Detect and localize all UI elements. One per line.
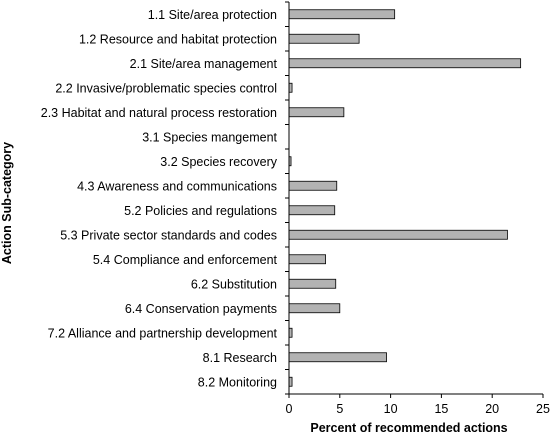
category-label: 1.2 Resource and habitat protection (79, 32, 277, 46)
bar-9-5-2-policies-and-regulations (288, 205, 336, 216)
x-tick-label: 25 (536, 402, 550, 416)
x-tick-label: 15 (434, 402, 448, 416)
category-label: 2.3 Habitat and natural process restorat… (41, 106, 277, 120)
category-label: 5.2 Policies and regulations (124, 204, 277, 218)
bar-2-1-2-resource-and-habitat-protection (288, 33, 360, 44)
category-label: 6.2 Substitution (191, 277, 277, 291)
category-label: 1.1 Site/area protection (148, 8, 277, 22)
x-axis-ticks: 0 5 10 15 20 25 (286, 394, 550, 416)
bars-group (288, 9, 522, 387)
x-tick-label: 0 (286, 402, 293, 416)
y-axis-title: Action Sub-category (0, 142, 14, 264)
category-label: 8.1 Research (203, 351, 277, 365)
category-label: 4.3 Awareness and communications (77, 179, 277, 193)
category-label: 2.1 Site/area management (130, 57, 278, 71)
category-label: 5.4 Compliance and enforcement (93, 253, 278, 267)
bar-15-8-1-research (288, 352, 387, 363)
category-label: 5.3 Private sector standards and codes (60, 228, 277, 242)
x-tick-label: 20 (485, 402, 499, 416)
bar-3-2-1-site-area-management (288, 58, 522, 69)
category-label: 3.2 Species recovery (160, 155, 277, 169)
bar-11-5-4-compliance-and-enforcement (288, 254, 326, 265)
bar-10-5-3-private-sector-standards-and-codes (288, 229, 508, 240)
category-label: 6.4 Conservation payments (125, 302, 277, 316)
x-tick-label: 5 (336, 402, 343, 416)
bar-12-6-2-substitution (288, 278, 337, 289)
x-tick-label: 10 (384, 402, 398, 416)
bar-8-4-3-awareness-and-communications (288, 180, 338, 191)
bar-13-6-4-conservation-payments (288, 303, 341, 314)
bar-1-1-1-site-area-protection (288, 9, 396, 20)
category-label: 3.1 Species mangement (142, 130, 277, 144)
category-label: 2.2 Invasive/problematic species control (55, 81, 277, 95)
category-label: 8.2 Monitoring (198, 375, 277, 389)
category-label: 7.2 Alliance and partnership development (48, 326, 278, 340)
bar-5-2-3-habitat-and-natural-process-restoration (288, 107, 345, 118)
category-labels: 1.1 Site/area protection 1.2 Resource and… (41, 1, 289, 395)
x-axis-title: Percent of recommended actions (310, 421, 507, 435)
